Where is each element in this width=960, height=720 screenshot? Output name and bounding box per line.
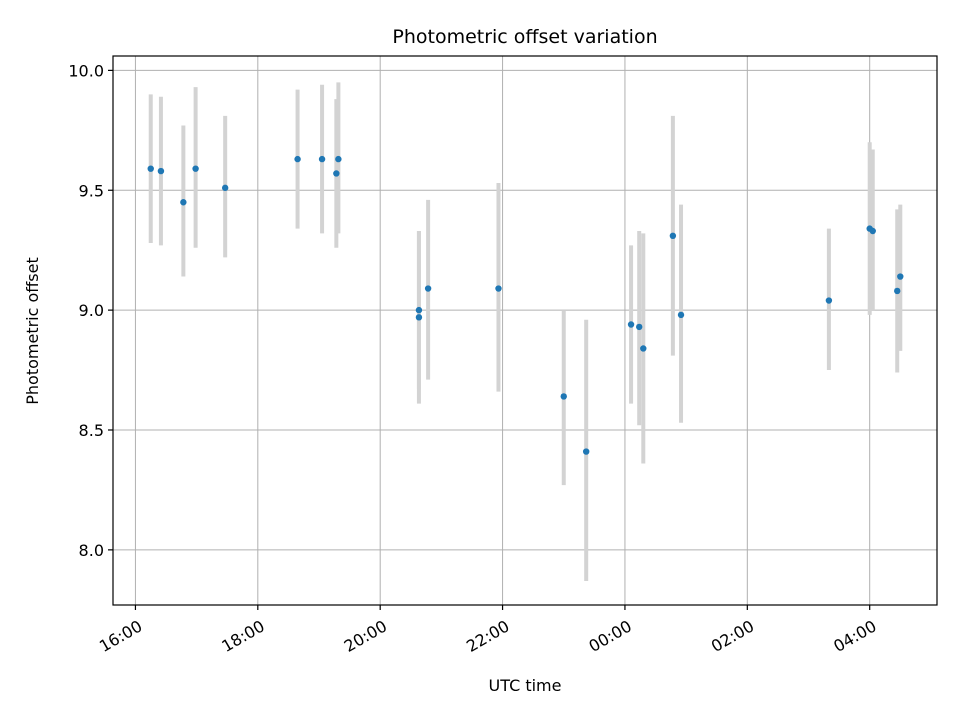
plot-frame: [112, 55, 938, 606]
data-point: [894, 287, 901, 295]
x-axis-label: UTC time: [489, 676, 562, 695]
data-point: [669, 232, 677, 240]
data-point: [677, 311, 685, 319]
data-point: [582, 448, 590, 455]
data-point: [897, 273, 904, 280]
data-point: [560, 393, 567, 400]
data-point: [147, 165, 154, 172]
data-point: [335, 155, 342, 163]
data-points: [147, 155, 904, 455]
data-point: [495, 285, 502, 292]
data-point: [221, 184, 229, 192]
data-point: [415, 314, 423, 321]
data-point: [192, 165, 199, 172]
data-point: [424, 285, 432, 292]
y-axis-label: Photometric offset: [23, 257, 42, 405]
data-point: [825, 297, 833, 304]
data-point: [318, 155, 326, 163]
data-point: [333, 170, 340, 177]
y-axis-ticks: 8.0 8.5 9.0 9.5 10.0: [68, 61, 113, 560]
data-point: [157, 167, 165, 175]
y-tick-label: 9.0: [79, 301, 104, 320]
data-point: [627, 321, 635, 328]
y-tick-label: 8.0: [79, 541, 104, 560]
grid: [113, 56, 937, 605]
data-point: [180, 199, 187, 206]
y-tick-label: 9.5: [79, 181, 104, 200]
data-point: [415, 306, 423, 314]
y-tick-label: 8.5: [79, 421, 104, 440]
data-point: [869, 227, 876, 235]
data-point: [636, 323, 643, 331]
chart-title: Photometric offset variation: [392, 26, 657, 48]
y-tick-label: 10.0: [68, 61, 104, 80]
data-point: [640, 345, 647, 352]
data-point: [294, 155, 301, 163]
